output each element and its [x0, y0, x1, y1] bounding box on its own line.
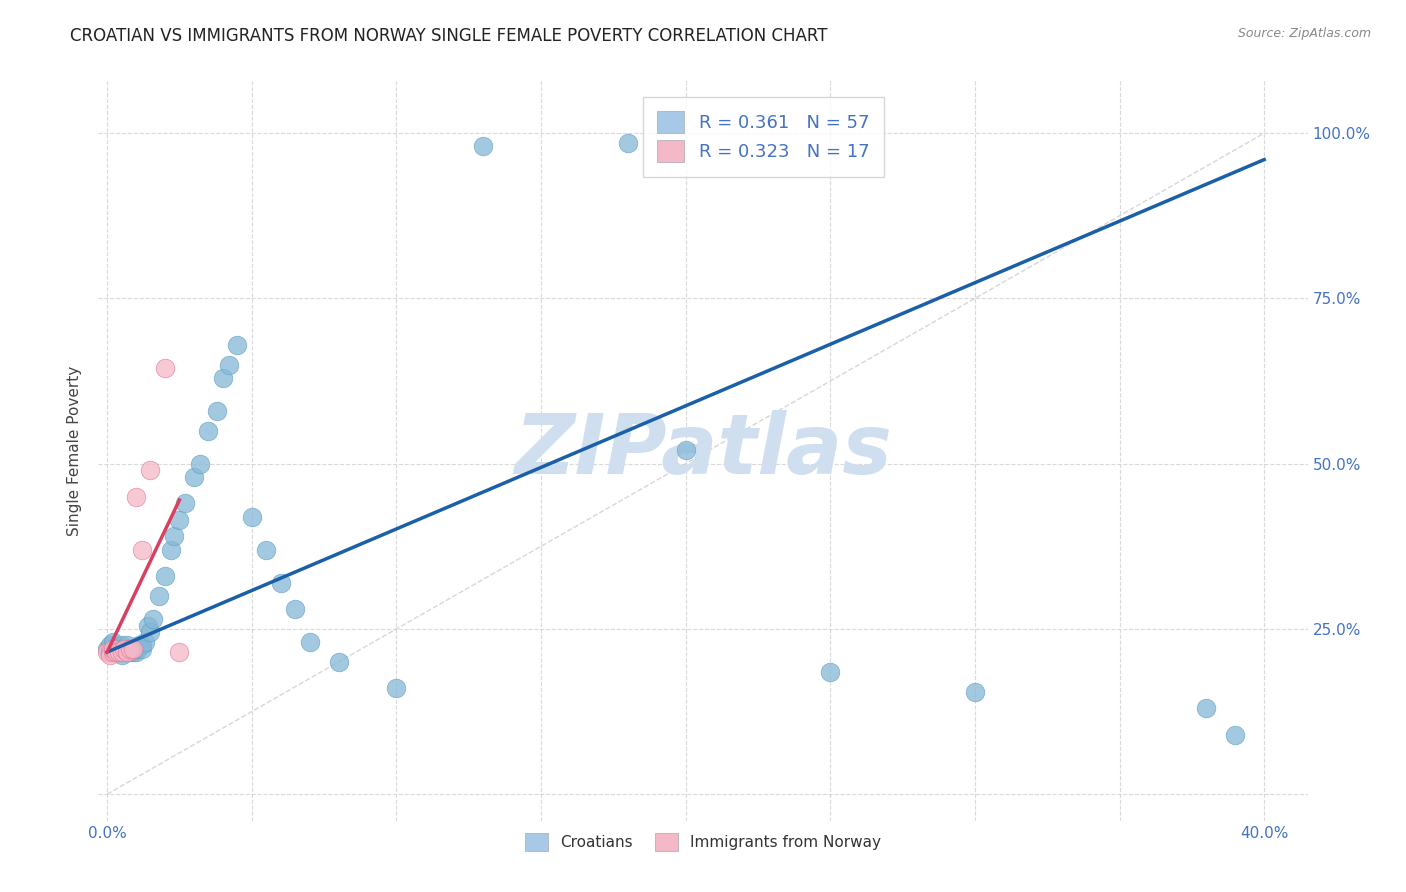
Point: [385, 681, 408, 696]
Point: [131, 542, 153, 557]
Point: [101, 645, 124, 659]
Point: [169, 513, 191, 527]
Point: [963, 684, 986, 698]
Point: [110, 639, 132, 653]
Point: [134, 635, 156, 649]
Point: [110, 645, 132, 659]
Point: [98, 648, 121, 663]
Point: [1225, 728, 1247, 742]
Text: CROATIAN VS IMMIGRANTS FROM NORWAY SINGLE FEMALE POVERTY CORRELATION CHART: CROATIAN VS IMMIGRANTS FROM NORWAY SINGL…: [70, 27, 828, 45]
Point: [284, 602, 307, 616]
Point: [120, 641, 142, 656]
Point: [254, 542, 277, 557]
Point: [142, 612, 165, 626]
Point: [117, 639, 139, 653]
Point: [104, 645, 127, 659]
Point: [218, 358, 240, 372]
Point: [98, 645, 121, 659]
Point: [211, 370, 233, 384]
Point: [101, 641, 124, 656]
Point: [110, 648, 132, 663]
Point: [205, 404, 228, 418]
Point: [136, 618, 159, 632]
Point: [125, 641, 148, 656]
Point: [98, 645, 121, 659]
Point: [188, 457, 211, 471]
Point: [125, 645, 148, 659]
Point: [107, 641, 129, 656]
Point: [128, 639, 150, 653]
Point: [114, 641, 136, 656]
Point: [240, 509, 263, 524]
Point: [101, 641, 124, 656]
Point: [148, 589, 170, 603]
Point: [131, 641, 153, 656]
Point: [270, 575, 292, 590]
Point: [117, 641, 139, 656]
Point: [617, 136, 640, 150]
Point: [107, 645, 129, 659]
Point: [96, 645, 118, 659]
Point: [114, 645, 136, 659]
Legend: Croatians, Immigrants from Norway: Croatians, Immigrants from Norway: [519, 827, 887, 857]
Point: [820, 665, 842, 679]
Point: [472, 139, 495, 153]
Point: [183, 470, 205, 484]
Point: [110, 641, 132, 656]
Point: [169, 645, 191, 659]
Point: [98, 639, 121, 653]
Point: [114, 641, 136, 656]
Y-axis label: Single Female Poverty: Single Female Poverty: [67, 366, 83, 535]
Text: Source: ZipAtlas.com: Source: ZipAtlas.com: [1237, 27, 1371, 40]
Point: [117, 645, 139, 659]
Point: [298, 635, 321, 649]
Point: [675, 443, 697, 458]
Point: [107, 645, 129, 659]
Point: [122, 645, 145, 659]
Point: [104, 641, 127, 656]
Point: [101, 635, 124, 649]
Point: [139, 625, 162, 640]
Point: [153, 360, 176, 375]
Point: [120, 641, 142, 656]
Point: [125, 490, 148, 504]
Text: ZIPatlas: ZIPatlas: [515, 410, 891, 491]
Point: [328, 655, 350, 669]
Point: [174, 496, 197, 510]
Point: [104, 645, 127, 659]
Point: [110, 645, 132, 659]
Point: [122, 641, 145, 656]
Point: [1195, 701, 1218, 715]
Point: [159, 542, 181, 557]
Point: [197, 424, 219, 438]
Point: [226, 337, 249, 351]
Point: [153, 569, 176, 583]
Point: [122, 641, 145, 656]
Point: [120, 645, 142, 659]
Point: [96, 641, 118, 656]
Point: [162, 529, 184, 543]
Point: [131, 639, 153, 653]
Point: [139, 463, 162, 477]
